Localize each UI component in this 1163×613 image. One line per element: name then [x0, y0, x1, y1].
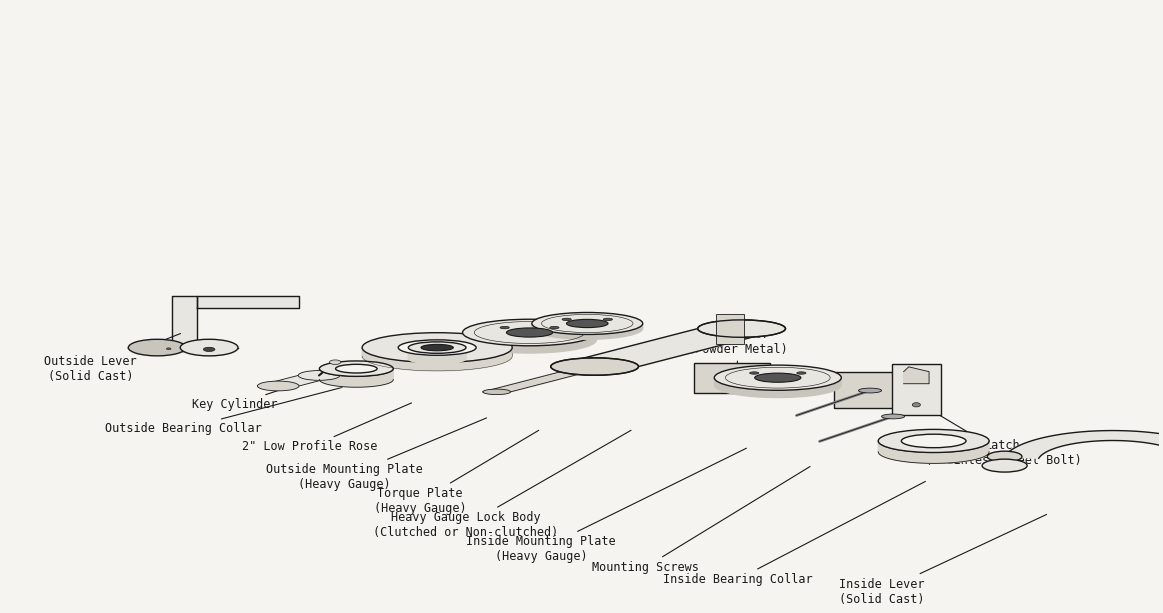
Text: Retractor
(Powder Metal): Retractor (Powder Metal) [687, 327, 787, 372]
Ellipse shape [204, 348, 215, 351]
Ellipse shape [912, 403, 920, 407]
Text: Inside Lever
(Solid Cast): Inside Lever (Solid Cast) [839, 514, 1047, 606]
Ellipse shape [551, 358, 638, 375]
Ellipse shape [336, 364, 377, 373]
Text: Key Cylinder: Key Cylinder [192, 384, 295, 411]
Ellipse shape [463, 319, 597, 346]
Ellipse shape [421, 345, 454, 351]
Ellipse shape [500, 326, 509, 329]
Ellipse shape [298, 370, 340, 380]
Ellipse shape [878, 429, 989, 452]
Ellipse shape [604, 318, 613, 321]
Text: Inside Mounting Plate
(Heavy Gauge): Inside Mounting Plate (Heavy Gauge) [466, 448, 747, 563]
Polygon shape [1005, 430, 1163, 459]
Text: Outside Lever
(Solid Cast): Outside Lever (Solid Cast) [44, 333, 180, 383]
Text: Latch
(Stainless Steel Bolt): Latch (Stainless Steel Bolt) [925, 406, 1082, 467]
Polygon shape [531, 324, 643, 339]
Ellipse shape [901, 434, 966, 447]
Polygon shape [463, 332, 597, 353]
Ellipse shape [506, 328, 552, 337]
Ellipse shape [566, 319, 608, 327]
Polygon shape [320, 368, 393, 387]
FancyBboxPatch shape [715, 313, 744, 344]
Text: Inside Bearing Collar: Inside Bearing Collar [663, 481, 926, 586]
Text: Heavy Gauge Lock Body
(Clutched or Non-clutched): Heavy Gauge Lock Body (Clutched or Non-c… [373, 430, 632, 539]
Ellipse shape [550, 326, 559, 329]
Text: 2" Low Profile Rose: 2" Low Profile Rose [242, 403, 412, 454]
Ellipse shape [166, 348, 171, 349]
Ellipse shape [726, 370, 749, 379]
Ellipse shape [320, 361, 393, 376]
Polygon shape [878, 441, 989, 463]
Ellipse shape [858, 388, 882, 393]
Ellipse shape [797, 372, 806, 374]
Polygon shape [408, 348, 466, 364]
Polygon shape [904, 367, 929, 384]
Ellipse shape [408, 342, 466, 353]
Ellipse shape [912, 373, 920, 377]
Ellipse shape [421, 345, 454, 351]
FancyBboxPatch shape [834, 372, 902, 408]
Ellipse shape [882, 414, 905, 419]
Text: Torque Plate
(Heavy Gauge): Torque Plate (Heavy Gauge) [373, 430, 538, 515]
Ellipse shape [987, 451, 1022, 462]
FancyBboxPatch shape [693, 363, 770, 393]
Ellipse shape [750, 372, 758, 374]
Ellipse shape [531, 313, 643, 335]
Ellipse shape [562, 318, 571, 321]
Ellipse shape [408, 342, 466, 353]
Ellipse shape [257, 381, 299, 391]
Polygon shape [551, 320, 785, 367]
Polygon shape [714, 378, 841, 397]
Ellipse shape [362, 333, 512, 362]
Polygon shape [197, 296, 299, 308]
Ellipse shape [483, 389, 511, 395]
FancyBboxPatch shape [892, 365, 941, 415]
Polygon shape [483, 364, 608, 392]
Ellipse shape [128, 339, 186, 356]
Ellipse shape [982, 459, 1027, 472]
Polygon shape [128, 340, 238, 348]
Ellipse shape [698, 320, 785, 337]
Polygon shape [172, 296, 197, 351]
Text: Mounting Screws: Mounting Screws [592, 466, 811, 574]
Text: Outside Mounting Plate
(Heavy Gauge): Outside Mounting Plate (Heavy Gauge) [266, 418, 486, 491]
Ellipse shape [329, 360, 341, 365]
Polygon shape [128, 348, 238, 356]
Ellipse shape [398, 340, 476, 356]
Ellipse shape [180, 339, 238, 356]
Ellipse shape [755, 373, 801, 383]
Polygon shape [362, 348, 512, 371]
Text: Outside Bearing Collar: Outside Bearing Collar [105, 387, 342, 435]
Ellipse shape [714, 365, 841, 390]
Polygon shape [257, 371, 340, 386]
